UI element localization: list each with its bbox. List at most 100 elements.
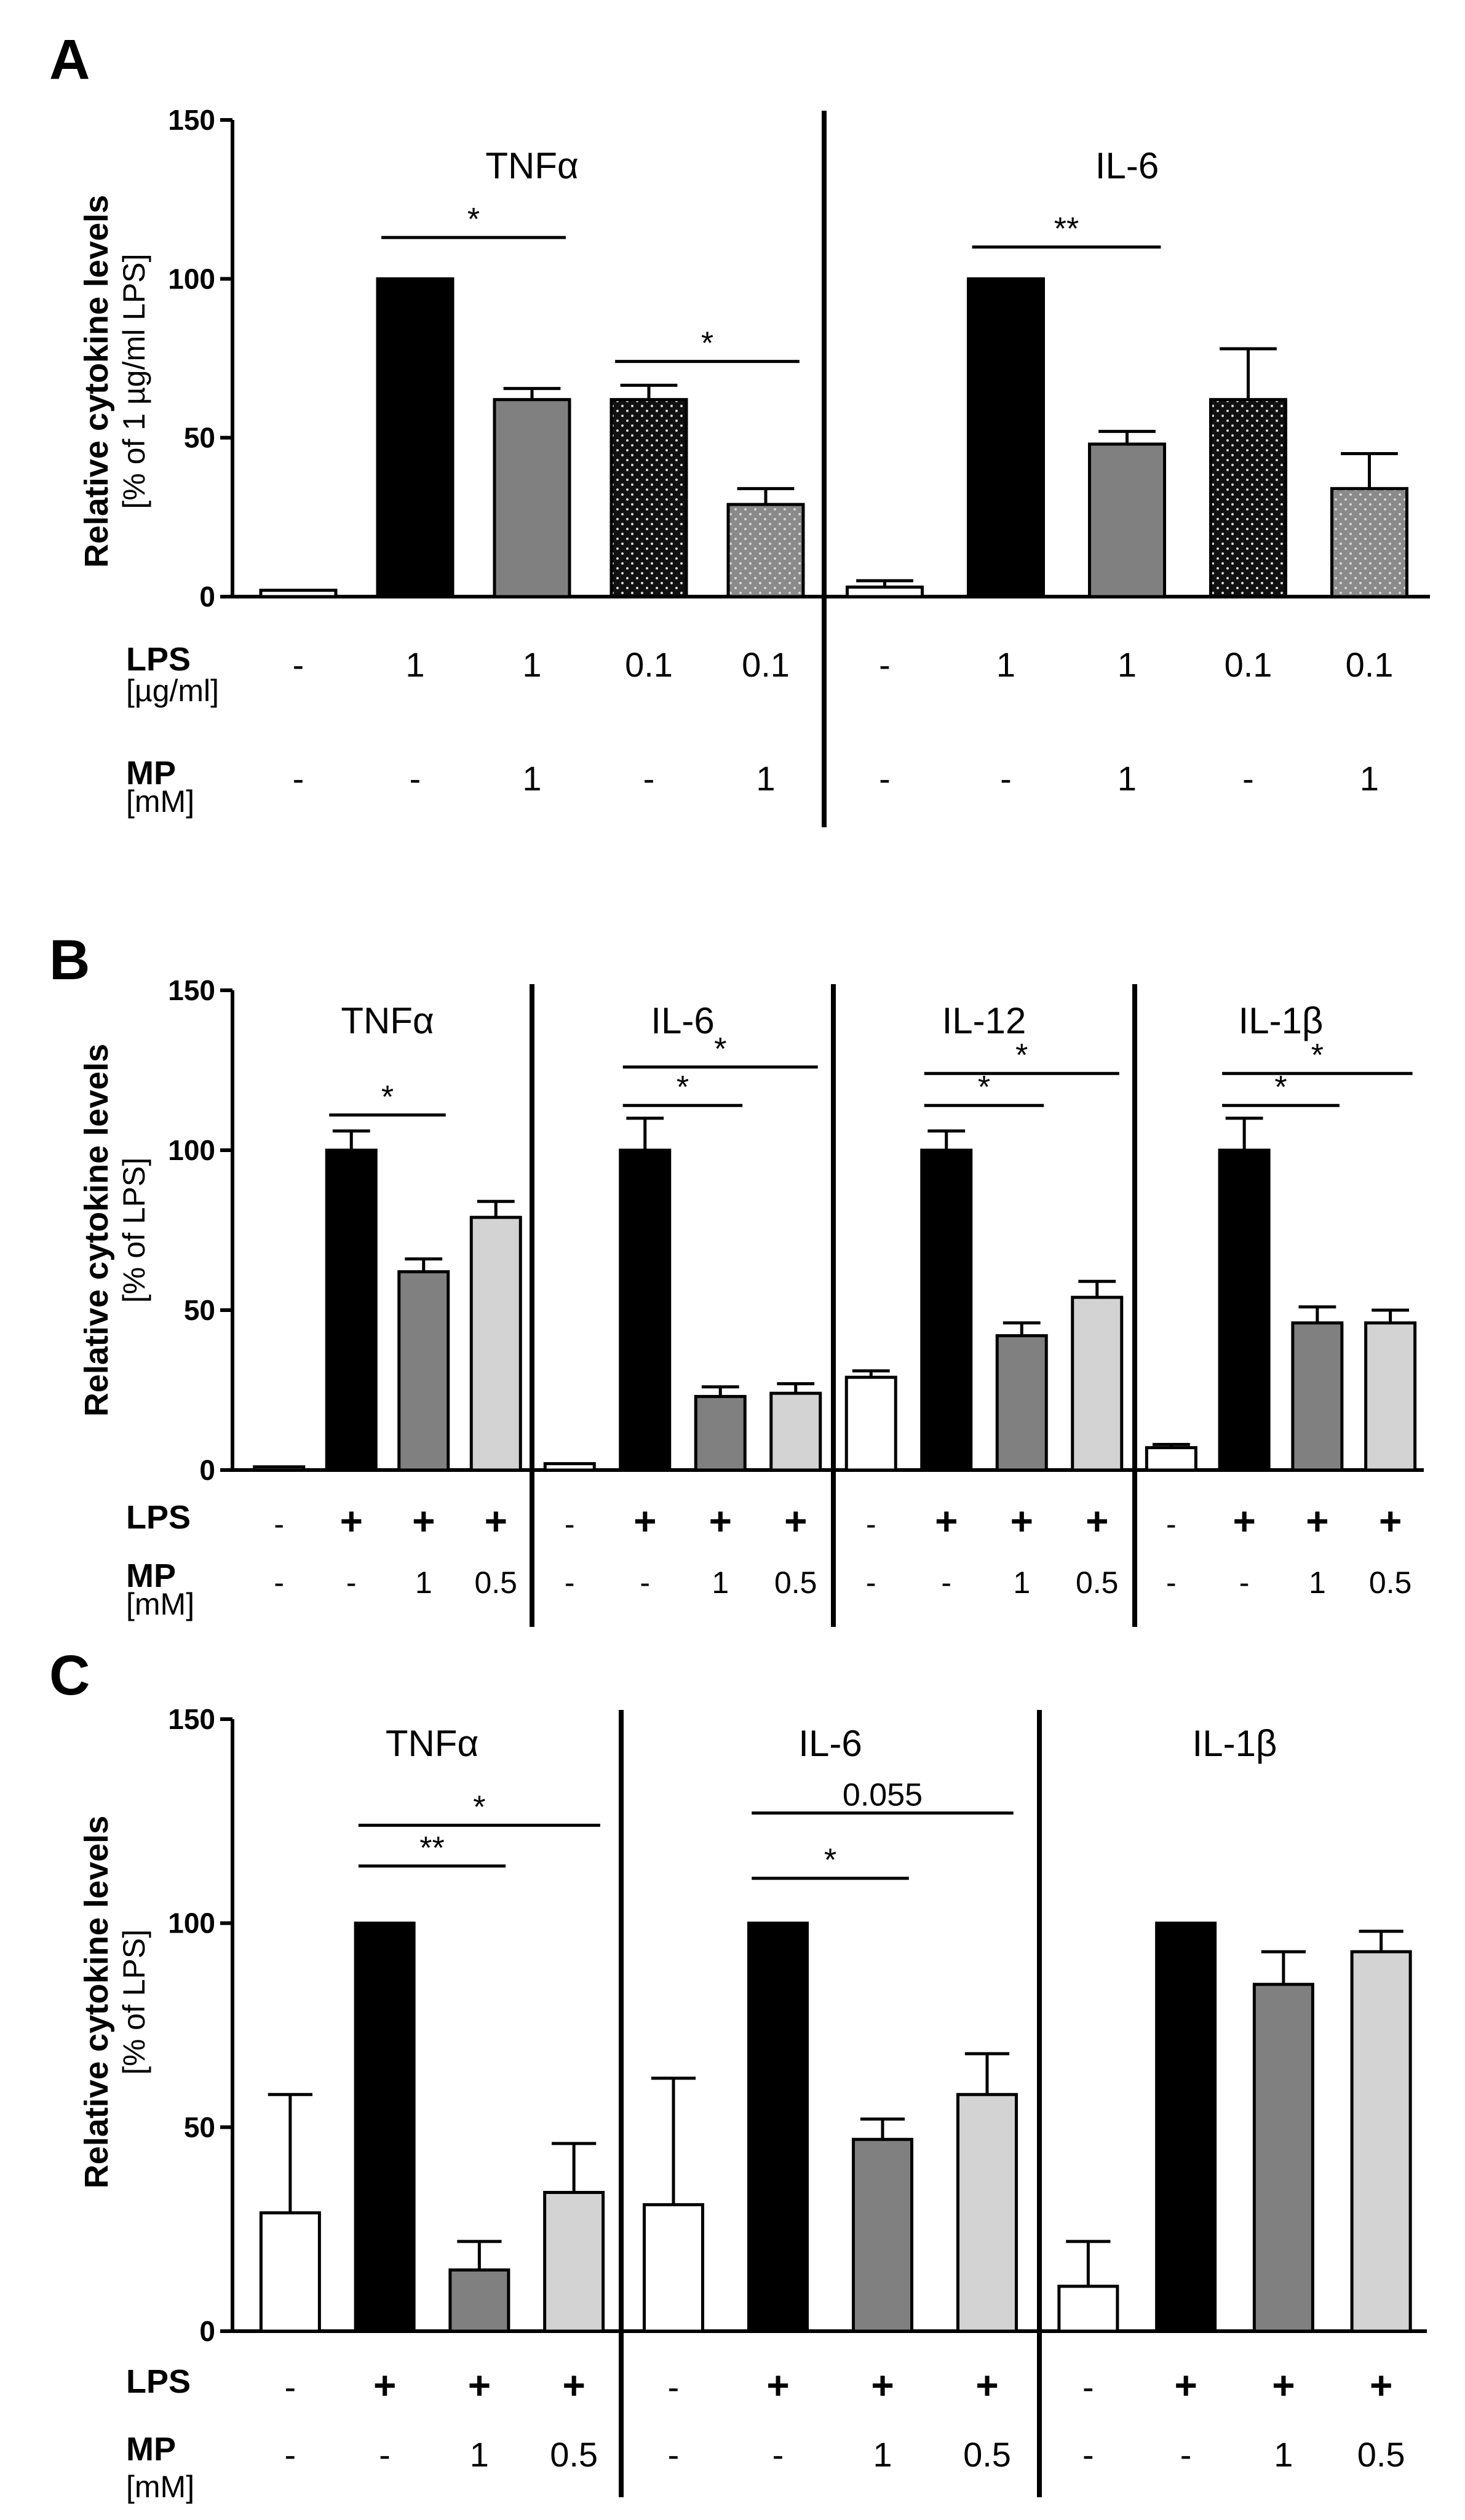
- cytokine-title: TNFα: [386, 1723, 478, 1764]
- bar: [1145, 1446, 1197, 1472]
- bar: [852, 2137, 913, 2333]
- cytokine-title: IL-1β: [1239, 1000, 1324, 1041]
- bar: [543, 1462, 596, 1472]
- panel-b-ylabel: Relative cytokine levels: [78, 1044, 115, 1417]
- bar: [543, 2190, 605, 2333]
- lps-condition: +: [784, 1499, 807, 1543]
- mp-condition: 1: [1309, 1565, 1326, 1600]
- mp-condition: 0.5: [474, 1565, 517, 1600]
- panel-a-plot: 0 50 100 150 LPS[µg/ml] MP[mM] TNFα - - 1 - 1 1 0.1 - 0…: [126, 104, 1430, 827]
- mp-condition: -: [879, 759, 891, 798]
- lps-condition: -: [866, 1507, 876, 1541]
- panel-a: A Relative cytokine levels [% of 1 µg/ml…: [49, 28, 1430, 827]
- significance-label: *: [677, 1070, 689, 1105]
- mp-condition: 1: [712, 1565, 729, 1600]
- mp-condition: -: [941, 1565, 951, 1600]
- bar: [967, 277, 1045, 598]
- panel-b: B Relative cytokine levels [% of LPS] 0 5…: [49, 929, 1424, 1627]
- bar: [769, 1391, 822, 1472]
- bar: [325, 1148, 378, 1472]
- mp-condition: 0.5: [1357, 2435, 1405, 2474]
- panel-b-plot: 050100150LPSMP[mM]TNFα--+-+1+0.5*IL-6--+…: [126, 974, 1424, 1627]
- lps-condition: -: [1166, 1507, 1177, 1541]
- lps-condition: +: [1379, 1499, 1402, 1543]
- lps-condition: 1: [1118, 645, 1137, 684]
- bar: [726, 503, 805, 598]
- panel-c-plot: 050100150LPSMP[mM]TNFα--+-+1+0.5***IL-6-…: [126, 1703, 1427, 2504]
- bar: [1057, 2284, 1119, 2333]
- significance-label: *: [1274, 1070, 1287, 1105]
- y-tick-label: 150: [168, 974, 215, 1006]
- bar: [694, 1394, 747, 1472]
- mp-condition: 0.5: [963, 2435, 1011, 2474]
- cytokine-title: IL-6: [1095, 145, 1159, 186]
- panel-a-ylabel: Relative cytokine levels: [78, 195, 115, 568]
- lps-condition: -: [293, 645, 304, 684]
- lps-condition: +: [1174, 2363, 1197, 2407]
- mp-condition: -: [1180, 2435, 1192, 2474]
- bar: [259, 2211, 321, 2333]
- cytokine-title: TNFα: [341, 1000, 434, 1041]
- cytokine-title: TNFα: [485, 145, 578, 186]
- panel-b-letter: B: [49, 929, 90, 992]
- lps-condition: +: [975, 2363, 998, 2407]
- mp-condition: 1: [522, 759, 541, 798]
- lps-condition: +: [485, 1499, 507, 1543]
- row-label-mp-unit: [mM]: [126, 2470, 194, 2504]
- significance-label: *: [473, 1789, 485, 1825]
- y-tick-label: 100: [168, 1134, 215, 1166]
- y-tick-label: 50: [184, 422, 215, 454]
- significance-label: *: [824, 1843, 836, 1878]
- row-label-mp-unit: [mM]: [126, 784, 194, 819]
- bar: [376, 277, 455, 598]
- cytokine-title: IL-1β: [1193, 1723, 1277, 1764]
- cytokine-title: IL-6: [651, 1000, 714, 1041]
- lps-condition: 0.1: [1225, 645, 1272, 684]
- mp-condition: 1: [470, 2435, 489, 2474]
- lps-condition: +: [1086, 1499, 1108, 1543]
- mp-condition: 0.5: [550, 2435, 598, 2474]
- row-label-mp-unit: [mM]: [126, 1587, 194, 1621]
- lps-condition: -: [274, 1507, 284, 1541]
- panel-c-ylabel-sub: [% of LPS]: [117, 1930, 151, 2075]
- lps-condition: +: [709, 1499, 732, 1543]
- lps-condition: 1: [522, 645, 541, 684]
- mp-condition: -: [565, 1565, 575, 1600]
- bar: [643, 2203, 704, 2333]
- row-label-lps: LPS: [126, 1499, 191, 1536]
- y-tick-label: 0: [199, 2315, 215, 2347]
- mp-condition: -: [346, 1565, 357, 1600]
- y-tick-label: 50: [184, 1294, 215, 1326]
- cytokine-title: IL-6: [798, 1723, 862, 1764]
- lps-condition: +: [412, 1499, 435, 1543]
- mp-condition: -: [293, 759, 304, 798]
- mp-condition: 1: [1360, 759, 1379, 798]
- lps-condition: 1: [405, 645, 424, 684]
- bar: [956, 2093, 1018, 2333]
- bar: [1155, 1922, 1217, 2333]
- mp-condition: -: [410, 759, 421, 798]
- bar: [354, 1922, 416, 2333]
- cytokine-title: IL-12: [942, 1000, 1026, 1041]
- mp-condition: 1: [1013, 1565, 1030, 1600]
- y-tick-label: 150: [168, 1703, 215, 1735]
- lps-condition: -: [285, 2367, 296, 2406]
- mp-condition: 1: [756, 759, 775, 798]
- panel-a-ylabel-sub: [% of 1 µg/ml LPS]: [117, 253, 151, 509]
- lps-condition: +: [633, 1499, 656, 1543]
- panel-b-ylabel-sub: [% of LPS]: [117, 1158, 151, 1303]
- bar: [995, 1334, 1048, 1472]
- y-tick-label: 150: [168, 104, 215, 136]
- bar: [1252, 1982, 1314, 2333]
- mp-condition: -: [1242, 759, 1254, 798]
- y-tick-label: 100: [168, 1907, 215, 1939]
- row-label-lps: LPS: [126, 2363, 191, 2400]
- bar: [619, 1148, 672, 1472]
- bar: [920, 1148, 973, 1472]
- row-label-mp: MP: [126, 2431, 176, 2468]
- significance-label: 0.055: [843, 1778, 923, 1813]
- significance-label: **: [1054, 212, 1079, 247]
- bar: [1364, 1321, 1417, 1472]
- bar: [448, 2268, 510, 2333]
